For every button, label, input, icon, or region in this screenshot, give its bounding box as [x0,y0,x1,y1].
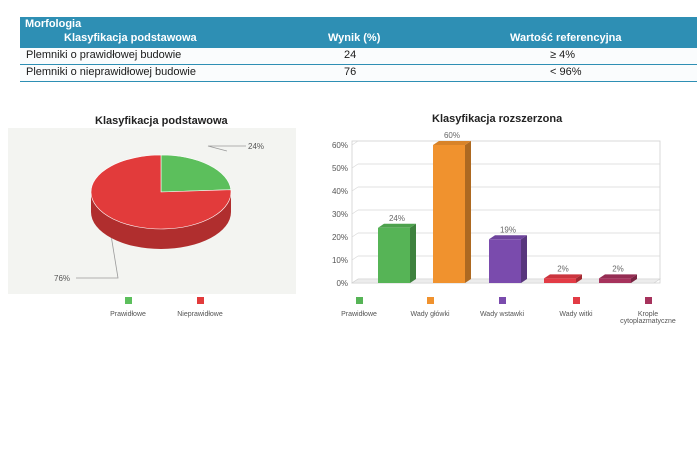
bar [599,278,631,283]
gridline-diag [351,232,359,238]
bar-top [599,274,637,279]
pie-leader-line [207,145,246,152]
gridline-diag [351,209,359,215]
legend-label: Wady główki [410,311,450,318]
bar [544,278,576,283]
legend-label: Wady wstawki [479,311,525,318]
bar [378,227,410,283]
y-tick-label: 10% [332,256,348,265]
bar-legend-item: Wady główki [404,297,456,318]
legend-swatch [498,297,506,304]
row-result: 24 [344,49,357,61]
gridline-diag [351,255,359,261]
gridline-diag [351,140,359,146]
pie-legend-item: Prawidłowe [104,297,152,318]
pie-leader-line [76,238,119,279]
row-reference: < 96% [550,66,582,78]
table-header: Morfologia Klasyfikacja podstawowa Wynik… [20,17,697,48]
y-tick-label: 50% [332,164,348,173]
bar [433,145,465,283]
gridline-diag [351,186,359,192]
pie-value-label: 24% [248,142,264,151]
bar-side [465,141,471,283]
legend-swatch [644,297,652,304]
pie-value-label: 76% [54,274,70,283]
bar-legend-item: Krople cytoplazmatyczne [616,297,680,325]
bar-chart-title: Klasyfikacja rozszerzona [432,113,563,125]
gridline-diag [351,163,359,169]
pie-slice-side [91,192,231,249]
pie-slice [90,154,232,230]
bar-value-label: 24% [389,214,405,223]
table-row: Plemniki o prawidłowej budowie 24 ≥ 4% [20,48,697,65]
y-tick-label: 40% [332,187,348,196]
legend-label: Prawidłowe [341,311,377,318]
legend-label: Krople cytoplazmatyczne [620,311,676,325]
section-title: Morfologia [25,18,82,30]
bar-side [410,223,416,283]
col-result: Wynik (%) [328,32,381,44]
legend-label: Nieprawidłowe [177,311,223,318]
bar-legend-item: Wady witki [552,297,600,318]
bar-top [378,223,416,228]
y-tick-label: 20% [332,233,348,242]
bar-top [544,274,582,279]
legend-label: Prawidłowe [110,311,146,318]
legend-swatch [124,297,132,304]
bar-side [521,235,527,283]
bar-value-label: 60% [444,131,460,140]
pie-slice [160,154,232,193]
pie-legend-item: Nieprawidłowe [168,297,232,318]
legend-swatch [196,297,204,304]
legend-swatch [572,297,580,304]
bar [489,239,521,283]
y-tick-label: 30% [332,210,348,219]
bar-side [631,274,637,283]
bar-value-label: 2% [612,264,624,273]
morphology-table: Morfologia Klasyfikacja podstawowa Wynik… [20,17,697,82]
col-classification: Klasyfikacja podstawowa [64,32,197,44]
col-reference: Wartość referencyjna [510,32,622,44]
bar-legend-item: Prawidłowe [334,297,384,318]
row-result: 76 [344,66,357,78]
row-label: Plemniki o nieprawidłowej budowie [26,66,196,78]
pie-chart-title: Klasyfikacja podstawowa [95,115,228,127]
y-tick-label: 0% [336,279,348,288]
table-row: Plemniki o nieprawidłowej budowie 76 < 9… [20,65,697,82]
bar-value-label: 19% [500,225,516,234]
legend-swatch [355,297,363,304]
bar-top [489,235,527,240]
bar-legend-item: Wady wstawki [474,297,530,318]
row-label: Plemniki o prawidłowej budowie [26,49,182,61]
legend-swatch [426,297,434,304]
bar-side [576,274,582,283]
y-tick-label: 60% [332,141,348,150]
bar-value-label: 2% [557,264,569,273]
legend-label: Wady witki [559,311,593,318]
bar-top [433,141,471,145]
row-reference: ≥ 4% [550,49,575,61]
